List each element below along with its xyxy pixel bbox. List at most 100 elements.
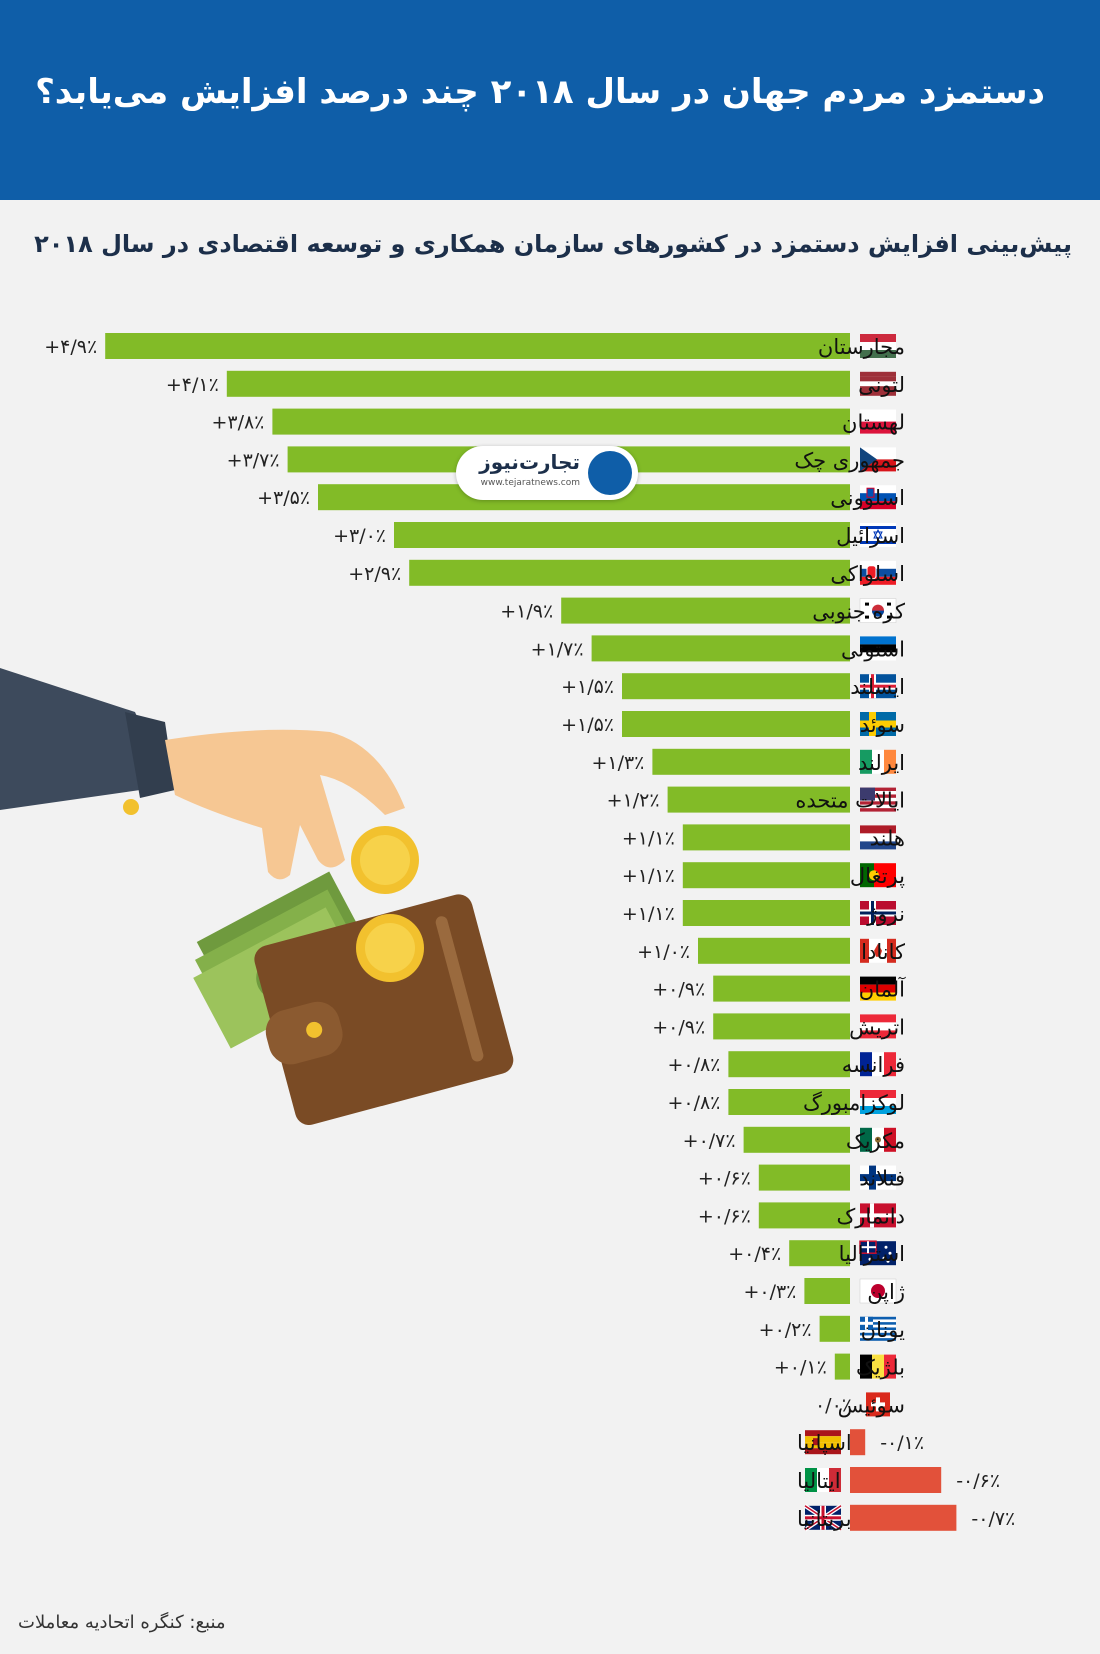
country-label-finland: فنلاند <box>859 1167 905 1191</box>
bar-row-luxembourg: +۰/۸٪ لوکزامبورگ <box>667 1089 905 1115</box>
page-title: دستمزد مردم جهان در سال ۲۰۱۸ چند درصد اف… <box>35 72 1045 112</box>
japan-flag-icon <box>859 1278 897 1304</box>
bar-row-portugal: +۱/۱٪ پرتغال <box>622 862 905 889</box>
country-label-israel: اسرائیل <box>836 524 905 548</box>
bar-row-australia: +۰/۴٪ استرالیا <box>728 1240 905 1267</box>
bar-row-israel: +۳/۰٪ اسرائیل <box>333 522 905 548</box>
latvia-flag-icon <box>860 371 896 396</box>
bar-poland <box>272 408 850 435</box>
poland-flag-icon <box>860 409 896 434</box>
value-label-australia: +۰/۴٪ <box>728 1243 781 1265</box>
country-label-greece: یونان <box>861 1318 906 1342</box>
bar-japan <box>804 1278 850 1304</box>
australia-flag-icon <box>859 1240 896 1266</box>
watermark-logo: تجارت‌نیوز www.tejaratnews.com <box>456 446 638 500</box>
bar-row-estonia: +۱/۷٪ استونی <box>531 635 905 662</box>
bar-row-hungary: +۴/۹٪ مجارستان <box>44 333 905 359</box>
bar-luxembourg <box>728 1089 850 1115</box>
country-label-austria: اتریش <box>849 1015 905 1039</box>
bar-israel <box>394 522 850 548</box>
bar-uk <box>850 1504 957 1531</box>
south-korea-flag-icon <box>859 598 897 623</box>
bar-row-germany: +۰/۹٪ آلمان <box>652 975 906 1002</box>
country-label-uk: بریتانیا <box>797 1507 852 1531</box>
bar-row-japan: +۰/۳٪ ژاپن <box>743 1278 905 1304</box>
country-label-slovenia: اسلوونی <box>830 486 905 510</box>
country-label-poland: لهستان <box>842 411 905 435</box>
bar-australia <box>789 1240 850 1267</box>
bar-row-uk: -۰/۷٪ بریتانیا <box>797 1504 1015 1532</box>
bar-portugal <box>682 862 850 889</box>
country-label-germany: آلمان <box>859 977 906 1002</box>
value-label-estonia: +۱/۷٪ <box>531 638 584 660</box>
bar-row-netherlands: +۱/۱٪ هلند <box>622 824 905 851</box>
value-label-poland: +۳/۸٪ <box>211 412 264 434</box>
value-label-czech: +۳/۷٪ <box>227 449 280 471</box>
bar-sweden <box>622 711 850 737</box>
country-label-canada: کانادا <box>861 940 905 964</box>
israel-flag-icon <box>860 523 896 547</box>
portugal-flag-icon <box>860 863 896 888</box>
bar-row-italy: -۰/۶٪ ایتالیا <box>797 1467 1000 1493</box>
bar-norway <box>682 900 850 926</box>
country-label-south-korea: کره جنوبی <box>812 600 905 624</box>
hand-wallet-coins-illustration <box>0 668 514 1125</box>
country-label-france: فرانسه <box>842 1053 905 1077</box>
slovakia-flag-icon <box>860 560 896 585</box>
iceland-flag-icon <box>860 674 896 699</box>
switzerland-flag-icon <box>866 1392 890 1417</box>
denmark-flag-icon <box>860 1203 896 1228</box>
country-label-mexico: مکزیک <box>846 1129 905 1153</box>
bar-row-usa: +۱/۲٪ ایالات متحده <box>607 786 905 813</box>
bar-france <box>728 1051 850 1078</box>
bar-estonia <box>591 635 850 662</box>
czech-flag-icon <box>860 447 896 472</box>
bar-south-korea <box>561 597 850 624</box>
chart-title: پیش‌بینی افزایش دستمزد در کشورهای سازمان… <box>34 230 1072 258</box>
bar-row-switzerland: ۰/۰٪سوئیس <box>815 1392 905 1417</box>
bar-row-greece: +۰/۲٪ یونان <box>759 1315 906 1342</box>
country-label-ireland: ایرلند <box>858 751 905 775</box>
value-label-japan: +۰/۳٪ <box>743 1281 796 1303</box>
bar-row-poland: +۳/۸٪ لهستان <box>211 408 905 435</box>
bar-row-denmark: +۰/۶٪ دانمارک <box>698 1202 905 1229</box>
country-label-netherlands: هلند <box>870 826 905 850</box>
country-label-norway: نروژ <box>866 902 905 926</box>
bar-latvia <box>226 370 851 397</box>
mexico-flag-icon <box>860 1127 896 1152</box>
value-label-germany: +۰/۹٪ <box>652 979 705 1001</box>
uk-flag-icon <box>803 1504 843 1532</box>
watermark-name: تجارت‌نیوز <box>479 450 580 474</box>
value-label-latvia: +۴/۱٪ <box>166 374 219 396</box>
country-label-sweden: سوئد <box>860 713 905 737</box>
value-label-finland: +۰/۶٪ <box>698 1168 751 1190</box>
hungary-flag-icon <box>860 334 896 358</box>
germany-flag-icon <box>860 976 896 1001</box>
value-label-spain: -۰/۱٪ <box>880 1432 924 1454</box>
value-label-slovenia: +۳/۵٪ <box>257 487 310 509</box>
value-label-austria: +۰/۹٪ <box>652 1016 705 1038</box>
value-label-south-korea: +۱/۹٪ <box>500 601 553 623</box>
spain-flag-icon <box>805 1430 841 1455</box>
netherlands-flag-icon <box>860 825 896 850</box>
greece-flag-icon <box>860 1316 896 1341</box>
bar-spain <box>850 1429 866 1456</box>
bar-iceland <box>622 673 850 700</box>
austria-flag-icon <box>860 1014 896 1039</box>
value-label-norway: +۱/۱٪ <box>622 903 675 925</box>
bar-hungary <box>105 333 850 359</box>
country-label-luxembourg: لوکزامبورگ <box>803 1091 905 1115</box>
bar-usa <box>667 786 850 813</box>
estonia-flag-icon <box>860 636 896 661</box>
bar-row-norway: +۱/۱٪ نروژ <box>622 900 905 926</box>
country-label-switzerland: سوئیس <box>838 1393 905 1417</box>
country-label-portugal: پرتغال <box>850 864 905 888</box>
logo-icon <box>588 451 632 495</box>
value-label-greece: +۰/۲٪ <box>759 1319 812 1341</box>
bar-denmark <box>758 1202 850 1229</box>
value-label-belgium: +۰/۱٪ <box>774 1357 827 1379</box>
bar-row-south-korea: +۱/۹٪ کره جنوبی <box>500 597 905 624</box>
bar-row-iceland: +۱/۵٪ ایسلند <box>561 673 905 700</box>
country-label-japan: ژاپن <box>867 1280 905 1304</box>
bar-belgium <box>834 1353 850 1380</box>
